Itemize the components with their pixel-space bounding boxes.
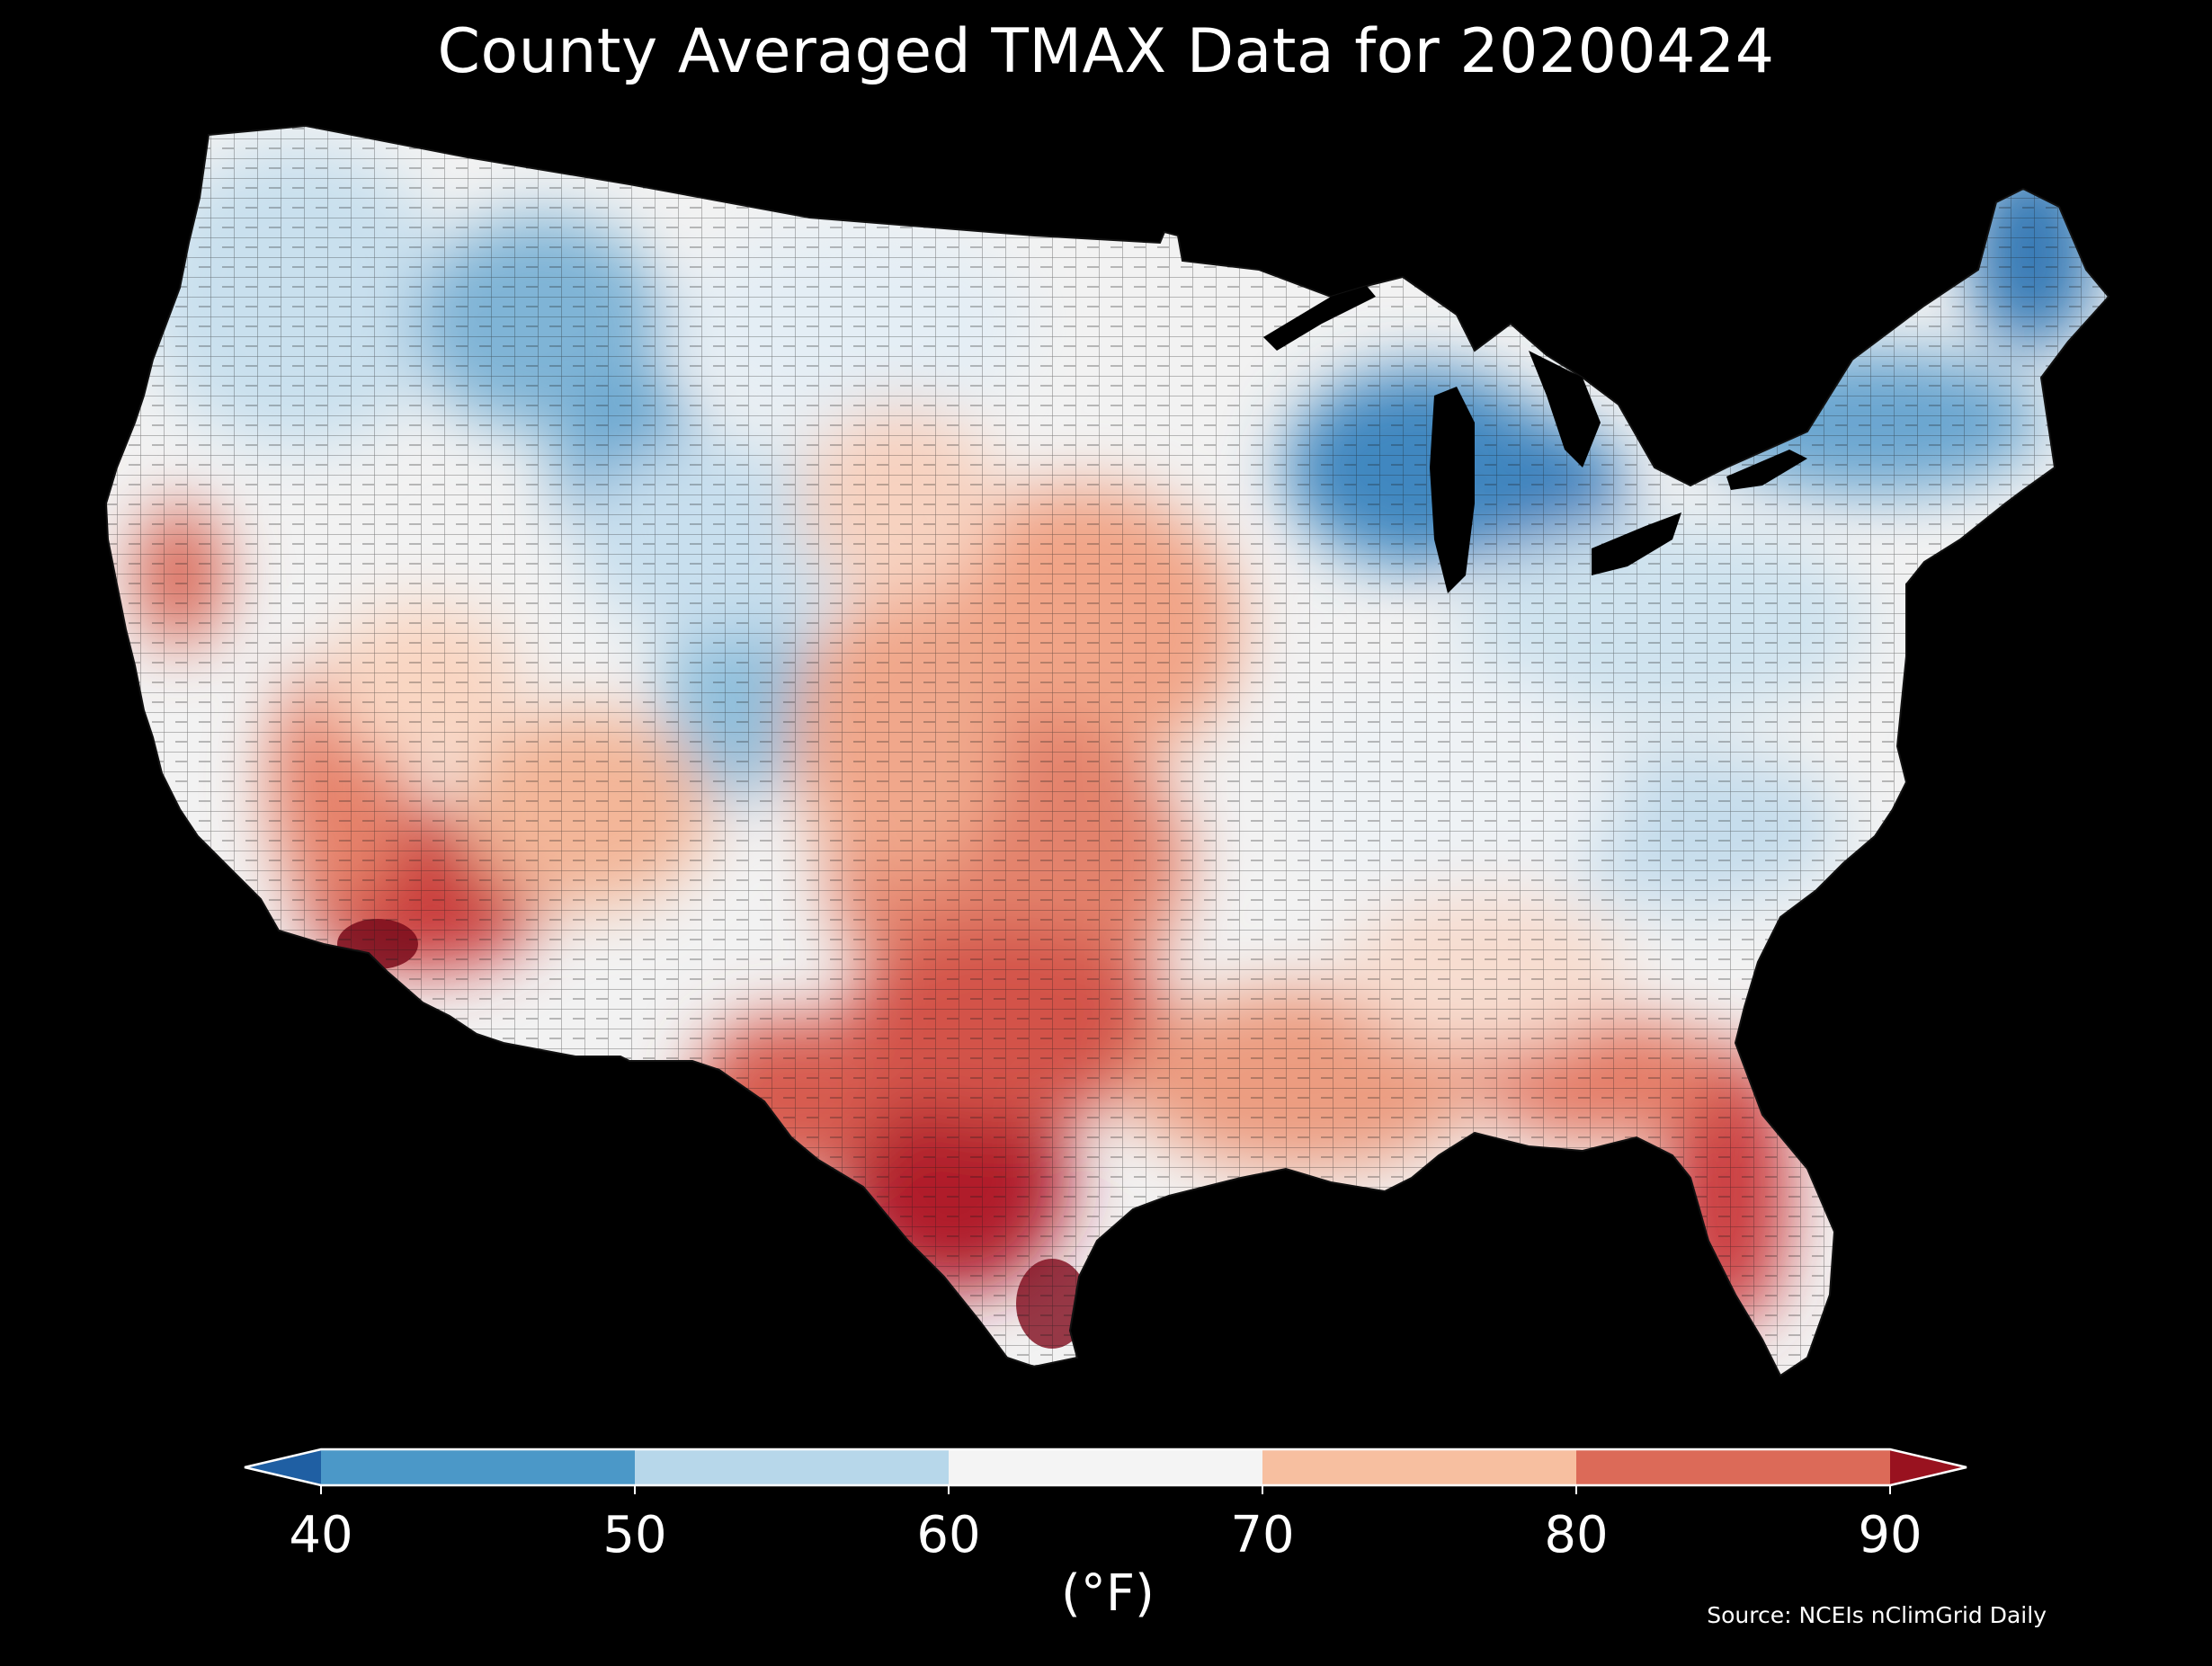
colorbar-band-50-60	[635, 1449, 949, 1485]
colorbar-band-70-80	[1262, 1449, 1576, 1485]
map-title: County Averaged TMAX Data for 20200424	[437, 16, 1775, 87]
us-outline	[104, 124, 2110, 1377]
great-lakes	[1263, 286, 1807, 593]
colorbar-band-80-90	[1576, 1449, 1890, 1485]
colorbar-extend-high	[1890, 1449, 1967, 1485]
colorbar-label: (°F)	[1061, 1564, 1155, 1623]
colorbar	[244, 1448, 1967, 1494]
colorbar-tick-80: 80	[1544, 1506, 1609, 1564]
colorbar-tick-70: 70	[1230, 1506, 1295, 1564]
colorbar-tick-50: 50	[602, 1506, 667, 1564]
colorbar-tick-60: 60	[916, 1506, 981, 1564]
colorbar-tick-90: 90	[1858, 1506, 1922, 1564]
colorbar-band-60-70	[949, 1449, 1262, 1485]
colorbar-tick-40: 40	[289, 1506, 353, 1564]
colorbar-band-40-50	[321, 1449, 635, 1485]
source-credit: Source: NCEIs nClimGrid Daily	[1707, 1602, 2047, 1628]
colorbar-extend-low	[245, 1449, 321, 1485]
